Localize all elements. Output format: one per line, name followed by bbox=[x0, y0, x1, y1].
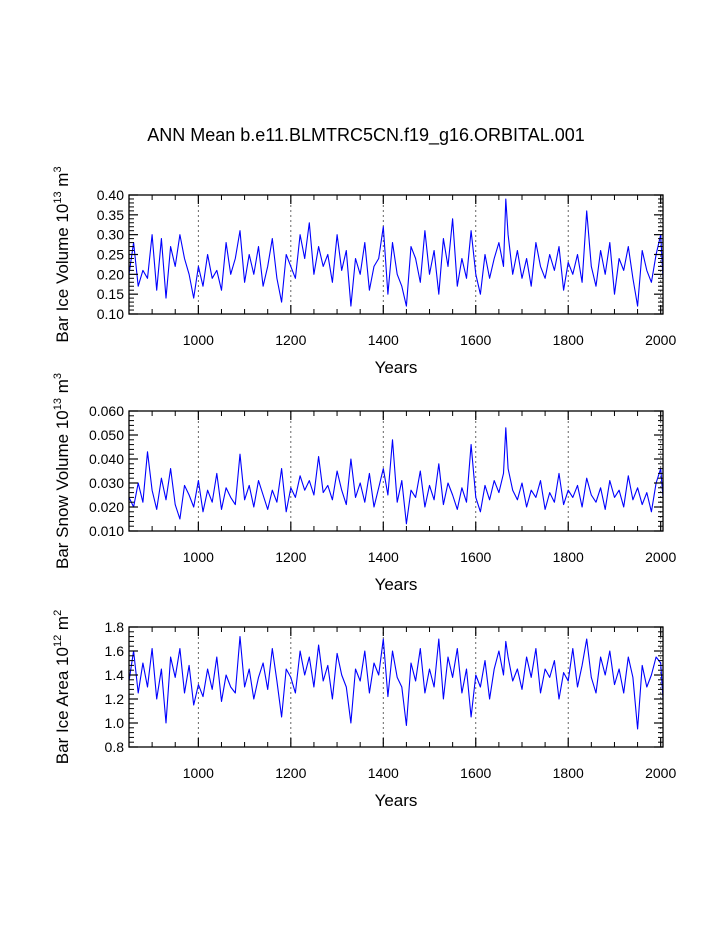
y-tick-label: 0.10 bbox=[97, 306, 124, 322]
x-tick-label: 1600 bbox=[460, 765, 491, 781]
x-tick-label: 1600 bbox=[460, 549, 491, 565]
y-axis-label-part: 2 bbox=[52, 610, 64, 616]
x-tick-label: 1400 bbox=[368, 332, 399, 348]
series-line-bar-ice-area bbox=[128, 636, 664, 730]
y-tick-label: 0.020 bbox=[89, 499, 124, 515]
x-tick-label: 2000 bbox=[645, 765, 676, 781]
y-tick-label: 1.0 bbox=[105, 715, 125, 731]
x-tick-label: 1400 bbox=[368, 765, 399, 781]
chart-panel-2: 1000 1200 1400 1600 1800 2000 0.010 0.020 0.030 0… bbox=[52, 373, 676, 594]
y-axis-label-part: 13 bbox=[52, 398, 64, 410]
y-axis-label-part: m bbox=[53, 379, 72, 398]
x-tick-label: 1200 bbox=[275, 765, 306, 781]
plot-frame bbox=[128, 626, 664, 748]
y-tick-label: 1.6 bbox=[105, 643, 125, 659]
y-axis-label: Bar Ice Area 1012 m2 bbox=[52, 610, 72, 764]
y-axis-label-part: 3 bbox=[52, 166, 64, 172]
chart-panel-1: 1000 1200 1400 1600 1800 2000 0.10 0.15 0.20 0.25… bbox=[52, 166, 676, 377]
plot-frame bbox=[128, 410, 664, 532]
y-tick-label: 1.2 bbox=[105, 691, 125, 707]
y-axis-label-part: Bar Ice Area 10 bbox=[53, 647, 72, 764]
panels: 1000 1200 1400 1600 1800 2000 0.10 0.15 0.20 0.25… bbox=[52, 166, 676, 810]
y-axis-label-part: m bbox=[53, 173, 72, 192]
y-tick-label: 0.030 bbox=[89, 475, 124, 491]
y-tick-label: 0.15 bbox=[97, 286, 124, 302]
y-axis-label-part: Bar Snow Volume 10 bbox=[53, 410, 72, 569]
x-tick-label: 1000 bbox=[183, 549, 214, 565]
x-axis-label: Years bbox=[375, 575, 418, 594]
x-tick-label: 1200 bbox=[275, 549, 306, 565]
y-tick-label: 0.8 bbox=[105, 739, 125, 755]
y-axis-label-part: 3 bbox=[52, 373, 64, 379]
x-tick-label: 1200 bbox=[275, 332, 306, 348]
x-tick-label: 1800 bbox=[553, 549, 584, 565]
y-axis-label: Bar Snow Volume 1013 m3 bbox=[52, 373, 72, 569]
x-tick-label: 1400 bbox=[368, 549, 399, 565]
x-tick-label: 1000 bbox=[183, 765, 214, 781]
y-axis-label-part: 12 bbox=[52, 635, 64, 647]
y-tick-label: 0.25 bbox=[97, 247, 124, 263]
series-line-bar-snow-volume bbox=[128, 427, 664, 525]
y-axis-label: Bar Ice Volume 1013 m3 bbox=[52, 166, 72, 342]
series-line-bar-ice-volume bbox=[128, 198, 664, 307]
y-tick-label: 0.30 bbox=[97, 227, 124, 243]
y-axis-label-part: 13 bbox=[52, 191, 64, 203]
figure-title: ANN Mean b.e11.BLMTRC5CN.f19_g16.ORBITAL… bbox=[147, 125, 585, 146]
x-tick-label: 2000 bbox=[645, 549, 676, 565]
x-tick-label: 1800 bbox=[553, 332, 584, 348]
y-tick-label: 0.20 bbox=[97, 266, 124, 282]
y-tick-label: 0.040 bbox=[89, 451, 124, 467]
y-tick-label: 1.4 bbox=[105, 667, 125, 683]
y-tick-label: 0.060 bbox=[89, 403, 124, 419]
y-tick-label: 0.35 bbox=[97, 207, 124, 223]
x-tick-label: 1800 bbox=[553, 765, 584, 781]
y-tick-label: 0.050 bbox=[89, 427, 124, 443]
x-tick-label: 1000 bbox=[183, 332, 214, 348]
x-axis-label: Years bbox=[375, 358, 418, 377]
plot-frame bbox=[128, 194, 664, 315]
x-tick-label: 1600 bbox=[460, 332, 491, 348]
x-tick-label: 2000 bbox=[645, 332, 676, 348]
chart-panel-3: 1000 1200 1400 1600 1800 2000 0.8 1.0 1.2 1.4 1.6 1… bbox=[52, 610, 676, 810]
y-tick-label: 0.40 bbox=[97, 187, 124, 203]
y-tick-label: 1.8 bbox=[105, 619, 125, 635]
x-axis-label: Years bbox=[375, 791, 418, 810]
y-axis-label-part: Bar Ice Volume 10 bbox=[53, 204, 72, 343]
y-tick-label: 0.010 bbox=[89, 523, 124, 539]
y-axis-label-part: m bbox=[53, 616, 72, 635]
